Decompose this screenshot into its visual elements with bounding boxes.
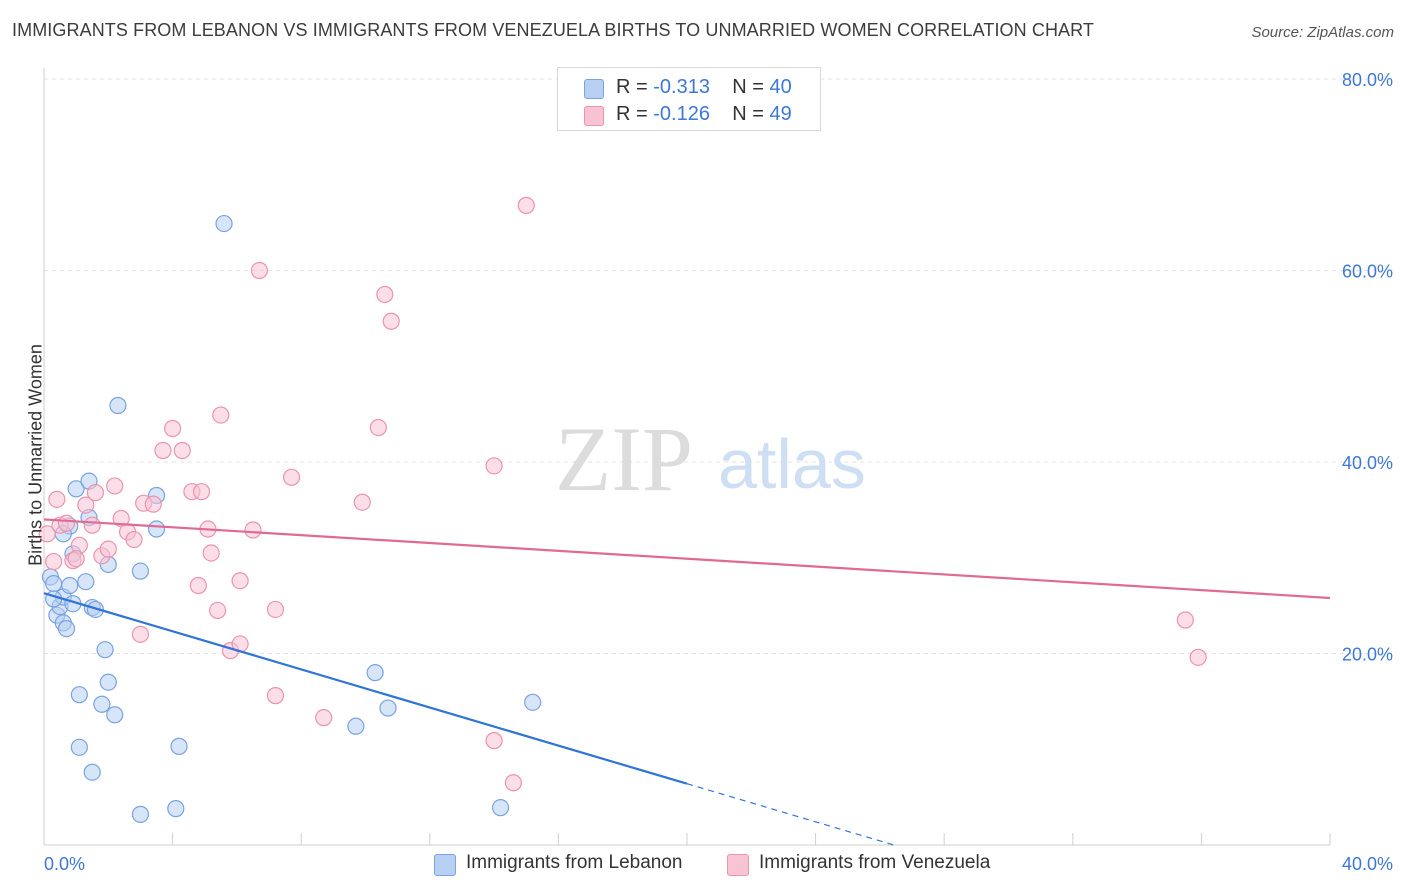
venezuela-point: [57, 514, 76, 532]
lebanon-point: [70, 686, 88, 704]
lebanon-point: [379, 699, 397, 717]
lebanon-point: [70, 738, 88, 756]
venezuela-point: [266, 600, 285, 619]
venezuela-point: [369, 418, 387, 437]
venezuela-point: [485, 732, 503, 750]
trendlines: [43, 518, 1331, 847]
venezuela-point: [106, 477, 124, 495]
lebanon-point: [57, 620, 76, 638]
watermark-atlas: atlas: [718, 425, 866, 503]
lebanon-point: [215, 214, 233, 233]
lebanon-point: [170, 737, 188, 755]
venezuela-point: [189, 576, 207, 595]
venezuela-point: [77, 496, 95, 514]
venezuela-point: [164, 419, 182, 438]
venezuela-point: [99, 540, 117, 558]
y-axis-label: Births to Unmarried Women: [25, 344, 46, 566]
lebanon-point: [131, 562, 150, 580]
lebanon-trendline-extension: [686, 783, 897, 847]
lebanon-point: [96, 641, 114, 659]
venezuela-point: [353, 493, 371, 511]
venezuela-point: [144, 495, 162, 513]
lebanon-point: [99, 673, 117, 691]
legend-swatch-lebanon: [584, 79, 604, 99]
lebanon-point: [167, 800, 185, 818]
venezuela-point: [250, 261, 269, 280]
lebanon-point: [147, 520, 166, 538]
venezuela-point: [86, 484, 105, 502]
lebanon-point: [109, 396, 127, 415]
lebanon-point: [491, 799, 510, 817]
legend-swatch-venezuela: [584, 106, 604, 126]
source-label: Source: ZipAtlas.com: [1251, 24, 1394, 41]
venezuela-point: [202, 544, 220, 562]
tick-labels: 20.0% 40.0% 60.0% 80.0% 0.0% 40.0%: [44, 70, 1393, 874]
data-points: [38, 196, 1207, 823]
venezuela-point: [382, 312, 400, 330]
bottom-legend-swatch-venezuela: [727, 854, 749, 876]
legend-r-label: R =: [616, 76, 648, 98]
y-tick-label: 40.0%: [1342, 453, 1393, 473]
venezuela-point: [517, 196, 535, 214]
y-tick-label: 20.0%: [1342, 645, 1393, 665]
lebanon-point: [93, 695, 111, 713]
grid-lines: [44, 78, 1392, 654]
watermark-zip: ZIP: [555, 408, 693, 510]
bottom-legend-swatch-lebanon: [434, 854, 456, 876]
lebanon-point: [77, 573, 95, 591]
venezuela-point: [485, 457, 503, 475]
venezuela-point: [45, 552, 63, 571]
legend-n-value-lebanon: 40: [769, 76, 792, 98]
venezuela-point: [376, 285, 394, 304]
legend-r-value-venezuela: -0.126: [653, 103, 710, 125]
venezuela-point: [1189, 648, 1207, 666]
venezuela-point: [48, 490, 66, 508]
lebanon-point: [61, 576, 79, 595]
venezuela-point: [231, 572, 249, 590]
venezuela-point: [212, 406, 230, 424]
legend-n-label: N =: [732, 76, 764, 98]
watermark: ZIP atlas: [555, 408, 866, 510]
lebanon-point: [366, 664, 384, 682]
venezuela-point: [244, 521, 262, 539]
lebanon-trendline: [43, 592, 688, 785]
lebanon-point: [106, 706, 124, 724]
lebanon-point: [347, 717, 365, 735]
venezuela-point: [83, 516, 101, 534]
venezuela-point: [125, 530, 143, 549]
y-tick-label: 60.0%: [1342, 262, 1393, 282]
venezuela-point: [266, 687, 285, 705]
venezuela-point: [131, 625, 150, 643]
lebanon-point: [67, 480, 85, 498]
venezuela-point: [209, 601, 227, 620]
chart-title: IMMIGRANTS FROM LEBANON VS IMMIGRANTS FR…: [12, 20, 1095, 40]
venezuela-point: [192, 483, 211, 501]
venezuela-trendline: [43, 518, 1331, 600]
venezuela-point: [154, 441, 172, 460]
legend-r-value-lebanon: -0.313: [653, 76, 710, 98]
venezuela-point: [173, 441, 191, 460]
x-tick-label: 0.0%: [44, 854, 85, 874]
bottom-legend-label-lebanon: Immigrants from Lebanon: [466, 852, 683, 873]
venezuela-point: [282, 468, 301, 486]
lebanon-point: [45, 575, 63, 593]
venezuela-point: [315, 709, 333, 727]
legend-n-label: N =: [732, 103, 764, 125]
correlation-legend: R = -0.313 N = 40 R = -0.126 N = 49: [557, 67, 821, 131]
venezuela-point: [504, 774, 522, 792]
lebanon-point: [131, 805, 150, 823]
venezuela-point: [1176, 611, 1194, 629]
y-tick-label: 80.0%: [1342, 70, 1393, 90]
venezuela-point: [67, 550, 85, 568]
axes: [43, 68, 1331, 846]
legend-r-label: R =: [616, 103, 648, 125]
bottom-legend-label-venezuela: Immigrants from Venezuela: [759, 852, 991, 873]
x-tick-label: 40.0%: [1342, 854, 1393, 874]
legend-n-value-venezuela: 49: [769, 103, 792, 125]
lebanon-point: [83, 763, 101, 781]
venezuela-point: [38, 525, 56, 543]
lebanon-point: [524, 693, 542, 711]
